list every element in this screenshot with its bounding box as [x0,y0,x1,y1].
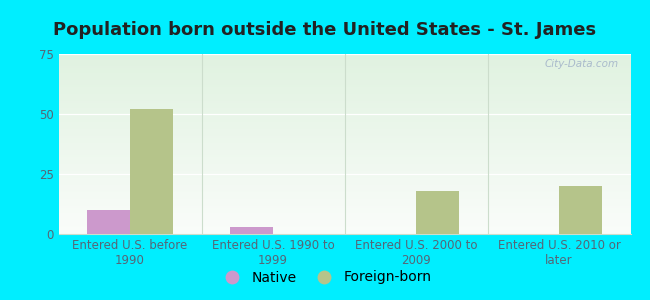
Bar [416,191,459,234]
Bar [87,210,130,234]
Bar [559,186,602,234]
Bar [130,109,173,234]
Bar [230,227,273,234]
Text: City-Data.com: City-Data.com [545,59,619,69]
Legend: Native, Foreign-born: Native, Foreign-born [213,265,437,290]
Text: Population born outside the United States - St. James: Population born outside the United State… [53,21,597,39]
